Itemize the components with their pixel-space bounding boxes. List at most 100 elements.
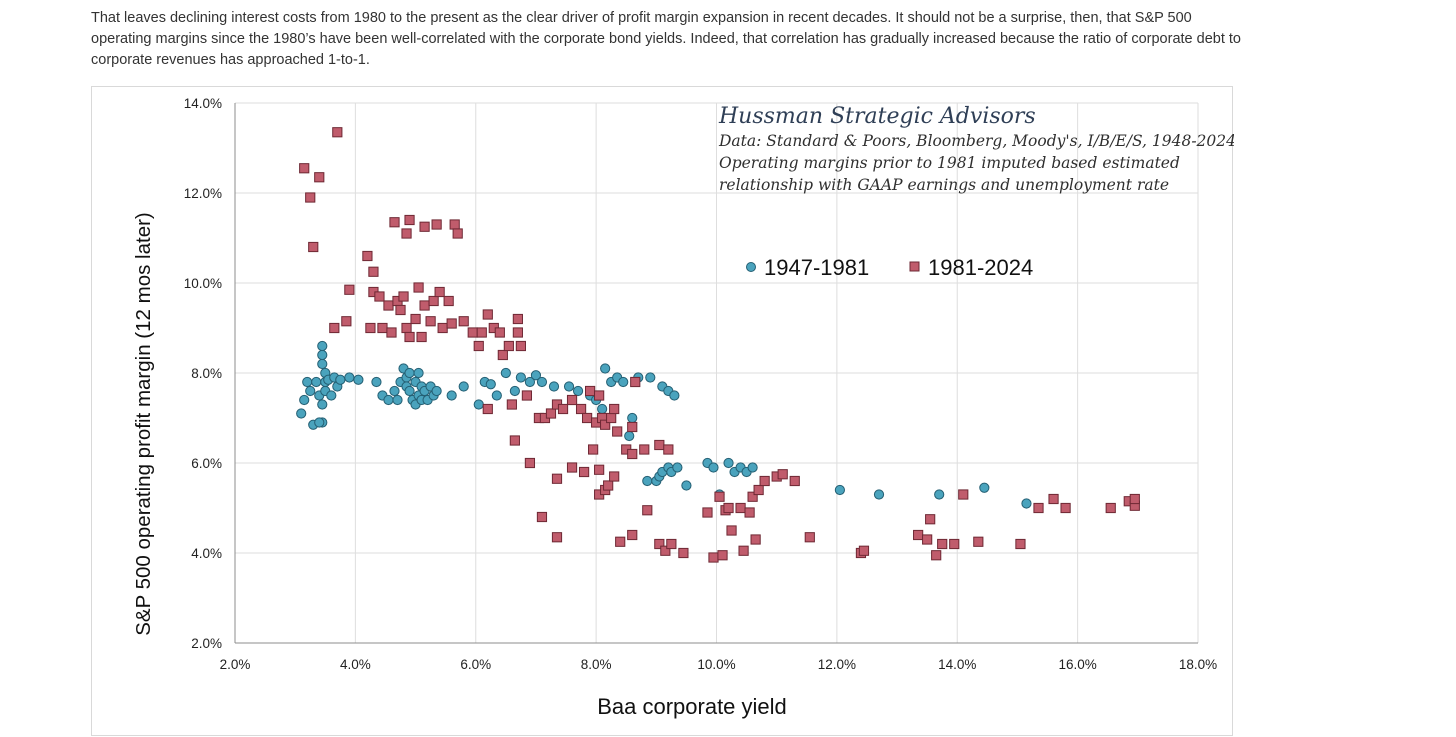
point-1947-1981	[344, 372, 355, 383]
point-1981-2024	[524, 457, 536, 469]
point-1947-1981	[413, 367, 424, 379]
legend-marker-1981-2024	[909, 261, 920, 272]
point-1947-1981	[296, 408, 307, 419]
point-1947-1981	[491, 390, 502, 401]
chart-frame: 2.0% 4.0% 6.0% 8.0% 10.0% 12.0% 14.0% 16.0% 18.0…	[91, 86, 1234, 736]
point-1981-2024	[1129, 493, 1140, 505]
point-1981-2024	[329, 322, 340, 334]
point-1947-1981	[371, 376, 382, 388]
point-1981-2024	[726, 525, 737, 536]
point-1981-2024	[630, 376, 641, 388]
x-tick-label: 10.0%	[697, 657, 735, 672]
point-1981-2024	[1015, 538, 1026, 550]
y-tick-label: 8.0%	[191, 366, 222, 381]
point-1981-2024	[1105, 502, 1116, 514]
point-1981-2024	[365, 322, 376, 334]
point-1981-2024	[512, 327, 523, 338]
point-1981-2024	[443, 295, 454, 307]
tick-labels: 2.0% 4.0% 6.0% 8.0% 10.0% 12.0% 14.0% 16.0% 18.0…	[184, 96, 1217, 672]
point-1981-2024	[503, 340, 514, 352]
point-1981-2024	[789, 475, 800, 487]
y-tick-label: 10.0%	[184, 276, 222, 291]
chart-title: Hussman Strategic Advisors	[718, 104, 1036, 129]
point-1947-1981	[645, 372, 656, 383]
point-1981-2024	[594, 464, 605, 475]
point-1981-2024	[512, 313, 523, 325]
scatter-chart: 2.0% 4.0% 6.0% 8.0% 10.0% 12.0% 14.0% 16.0% 18.0…	[132, 96, 1234, 719]
legend-label-1947-1981: 1947-1981	[764, 255, 869, 280]
point-1947-1981	[934, 489, 945, 500]
point-1981-2024	[515, 340, 526, 352]
point-1947-1981	[515, 372, 526, 383]
point-1981-2024	[654, 538, 665, 550]
point-1981-2024	[566, 462, 578, 473]
x-tick-label: 2.0%	[220, 657, 251, 672]
point-1981-2024	[937, 538, 948, 550]
point-1947-1981	[747, 462, 758, 473]
x-axis-label: Baa corporate yield	[597, 694, 787, 719]
point-1981-2024	[434, 286, 445, 298]
point-1947-1981	[1021, 498, 1032, 509]
point-1981-2024	[425, 316, 436, 327]
point-1947-1981	[431, 385, 442, 397]
point-1981-2024	[588, 444, 599, 455]
point-1947-1981	[311, 376, 322, 388]
point-1947-1981	[563, 381, 575, 392]
legend-marker-1947-1981	[746, 262, 756, 272]
x-tick-label: 18.0%	[1179, 657, 1217, 672]
point-1947-1981	[404, 367, 415, 379]
point-1981-2024	[413, 282, 424, 293]
point-1981-2024	[660, 545, 671, 556]
point-1981-2024	[663, 444, 674, 455]
point-1981-2024	[615, 536, 626, 547]
chart-annotation-note-line2: relationship with GAAP earnings and unem…	[719, 176, 1169, 194]
point-1947-1981	[305, 385, 316, 397]
point-1981-2024	[600, 419, 611, 430]
point-1947-1981	[597, 403, 608, 415]
point-1947-1981	[530, 370, 542, 381]
point-1981-2024	[585, 385, 596, 397]
x-tick-label: 4.0%	[340, 657, 371, 672]
point-1947-1981	[317, 358, 328, 370]
point-1981-2024	[494, 327, 505, 338]
point-1947-1981	[389, 385, 400, 397]
point-1981-2024	[735, 502, 746, 514]
point-1981-2024	[404, 214, 415, 226]
point-1981-2024	[753, 484, 764, 496]
point-1981-2024	[594, 390, 605, 401]
point-1947-1981	[446, 390, 457, 401]
point-1981-2024	[344, 284, 355, 295]
point-1981-2024	[1060, 502, 1071, 514]
point-1981-2024	[609, 471, 620, 482]
point-1981-2024	[949, 538, 960, 550]
point-1981-2024	[299, 163, 310, 174]
point-1981-2024	[419, 221, 430, 232]
point-1981-2024	[446, 318, 457, 329]
point-1981-2024	[386, 327, 397, 338]
y-tick-label: 12.0%	[184, 186, 222, 201]
point-1981-2024	[482, 403, 493, 415]
point-1947-1981	[979, 482, 990, 493]
point-1947-1981	[317, 349, 328, 361]
point-1981-2024	[1033, 502, 1044, 514]
point-1981-2024	[714, 491, 725, 502]
point-1981-2024	[557, 403, 569, 415]
series-1981-2024	[299, 127, 1140, 563]
point-1981-2024	[497, 349, 508, 361]
point-1981-2024	[581, 412, 593, 424]
point-1981-2024	[419, 300, 430, 311]
point-1947-1981	[669, 390, 680, 401]
chart-legend: 1947-1981 1981-2024	[746, 255, 1033, 280]
point-1981-2024	[750, 534, 761, 545]
point-1947-1981	[485, 379, 496, 390]
point-1981-2024	[578, 466, 590, 478]
point-1981-2024	[551, 473, 563, 484]
point-1947-1981	[383, 394, 394, 406]
point-1981-2024	[566, 394, 578, 406]
point-1981-2024	[401, 228, 412, 239]
point-1981-2024	[362, 250, 373, 262]
point-1947-1981	[624, 430, 635, 442]
point-1981-2024	[482, 309, 493, 320]
point-1947-1981	[536, 376, 548, 388]
point-1947-1981	[509, 385, 520, 397]
